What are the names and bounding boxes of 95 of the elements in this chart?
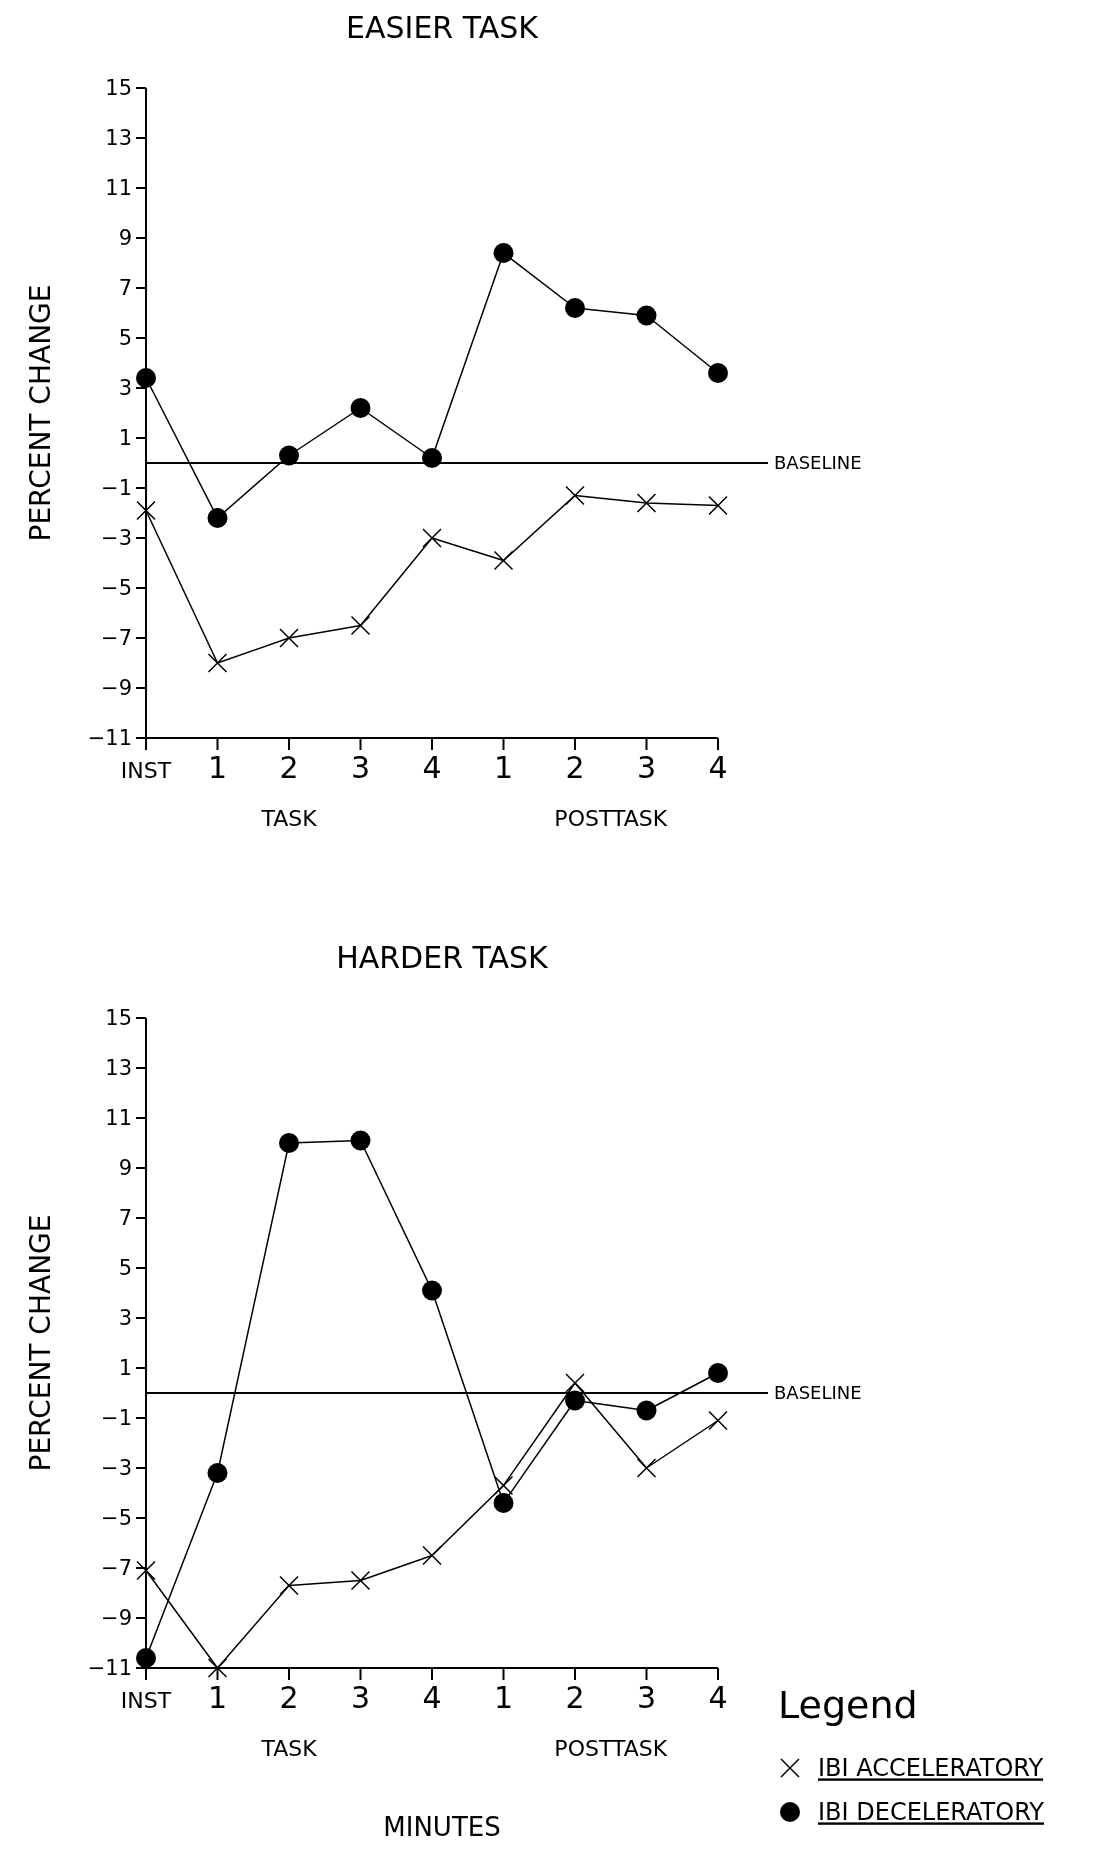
point [279,1575,299,1596]
x-tick-label: 1 [207,1680,228,1715]
y-tick-label: 3 [118,1306,132,1331]
x-tick-label: 4 [708,1680,728,1715]
x-tick-label: 2 [565,750,585,785]
y-tick-label: 7 [118,1206,132,1231]
point [565,1373,585,1393]
x-tick-label: INST [120,1688,172,1713]
point [350,398,371,418]
y-tick-label: 11 [105,1106,132,1131]
y-tick-label: −1 [101,476,132,501]
y-axis-title: PERCENT CHANGE [24,1214,57,1472]
point [136,368,156,388]
point [207,1463,228,1483]
text: POSTTASK [554,806,668,831]
point [422,448,442,468]
y-tick-label: −11 [87,726,132,751]
ref-line-label: BASELINE [774,452,862,474]
y-tick-label: −3 [101,526,132,551]
y-tick-label: 7 [118,276,132,301]
y-tick-label: −3 [101,1456,132,1481]
y-tick-label: 15 [105,76,132,101]
point [350,1570,371,1591]
y-tick-label: −7 [101,1556,132,1581]
y-tick-label: −5 [101,1506,132,1531]
point [708,1363,728,1383]
legend-label: IBI ACCELERATORY [818,1754,1044,1783]
y-tick-label: 3 [118,376,132,401]
chart-title: EASIER TASK [346,10,540,45]
x-tick-label: 4 [708,750,728,785]
y-tick-label: 15 [105,1006,132,1031]
point [279,628,299,648]
point [279,1133,299,1153]
point [708,495,728,516]
y-tick-label: 9 [118,1156,132,1181]
point [422,1545,442,1566]
y-tick-label: 5 [118,326,132,351]
y-tick-label: 5 [118,1256,132,1281]
point [565,1390,585,1411]
point [636,305,657,326]
legend-title: Legend [778,1683,918,1727]
point [350,615,371,636]
point [636,1400,657,1421]
x-tick-label: 3 [636,1680,657,1715]
point [422,528,442,548]
x-tick-label: 2 [279,1680,299,1715]
x-tick-label: 1 [207,750,228,785]
x-tick-label: INST [120,758,172,783]
text: POSTTASK [554,1736,668,1761]
y-tick-label: 11 [105,176,132,201]
x-tick-label: 4 [422,750,442,785]
y-tick-label: −5 [101,576,132,601]
point [636,493,657,513]
point [136,500,156,521]
point [350,1130,371,1151]
text: TASK [260,1736,318,1761]
point [708,363,728,383]
point [207,508,228,528]
point [636,1458,657,1478]
y-tick-label: 1 [118,1356,132,1381]
point [207,1658,228,1678]
y-tick-label: 1 [118,426,132,451]
text: TASK [260,806,318,831]
x-tick-label: 3 [350,1680,371,1715]
point [565,298,585,318]
y-tick-label: −1 [101,1406,132,1431]
point [708,1410,728,1431]
point [493,1475,514,1496]
x-tick-label: 2 [279,750,299,785]
y-tick-label: −7 [101,626,132,651]
chart-title: HARDER TASK [336,940,550,975]
x-tick-label: 3 [350,750,371,785]
point [207,653,228,673]
x-axis-title: MINUTES [383,1812,501,1842]
y-tick-label: −9 [101,1606,132,1631]
x-tick-label: 1 [493,1680,514,1715]
y-tick-label: 13 [105,1056,132,1081]
point [493,1493,514,1513]
point [279,445,299,466]
point [565,485,585,506]
x-tick-label: 1 [493,750,514,785]
point [136,1560,156,1581]
y-tick-label: 9 [118,226,132,251]
y-tick-label: 13 [105,126,132,151]
x-tick-label: 3 [636,750,657,785]
legend-label: IBI DECELERATORY [818,1798,1045,1827]
point [422,1280,442,1301]
point [493,550,514,571]
x-tick-label: 4 [422,1680,442,1715]
y-tick-label: −11 [87,1656,132,1681]
y-axis-title: PERCENT CHANGE [24,284,57,542]
y-tick-label: −9 [101,676,132,701]
ref-line-label: BASELINE [774,1382,862,1404]
x-tick-label: 2 [565,1680,585,1715]
point [493,243,514,263]
